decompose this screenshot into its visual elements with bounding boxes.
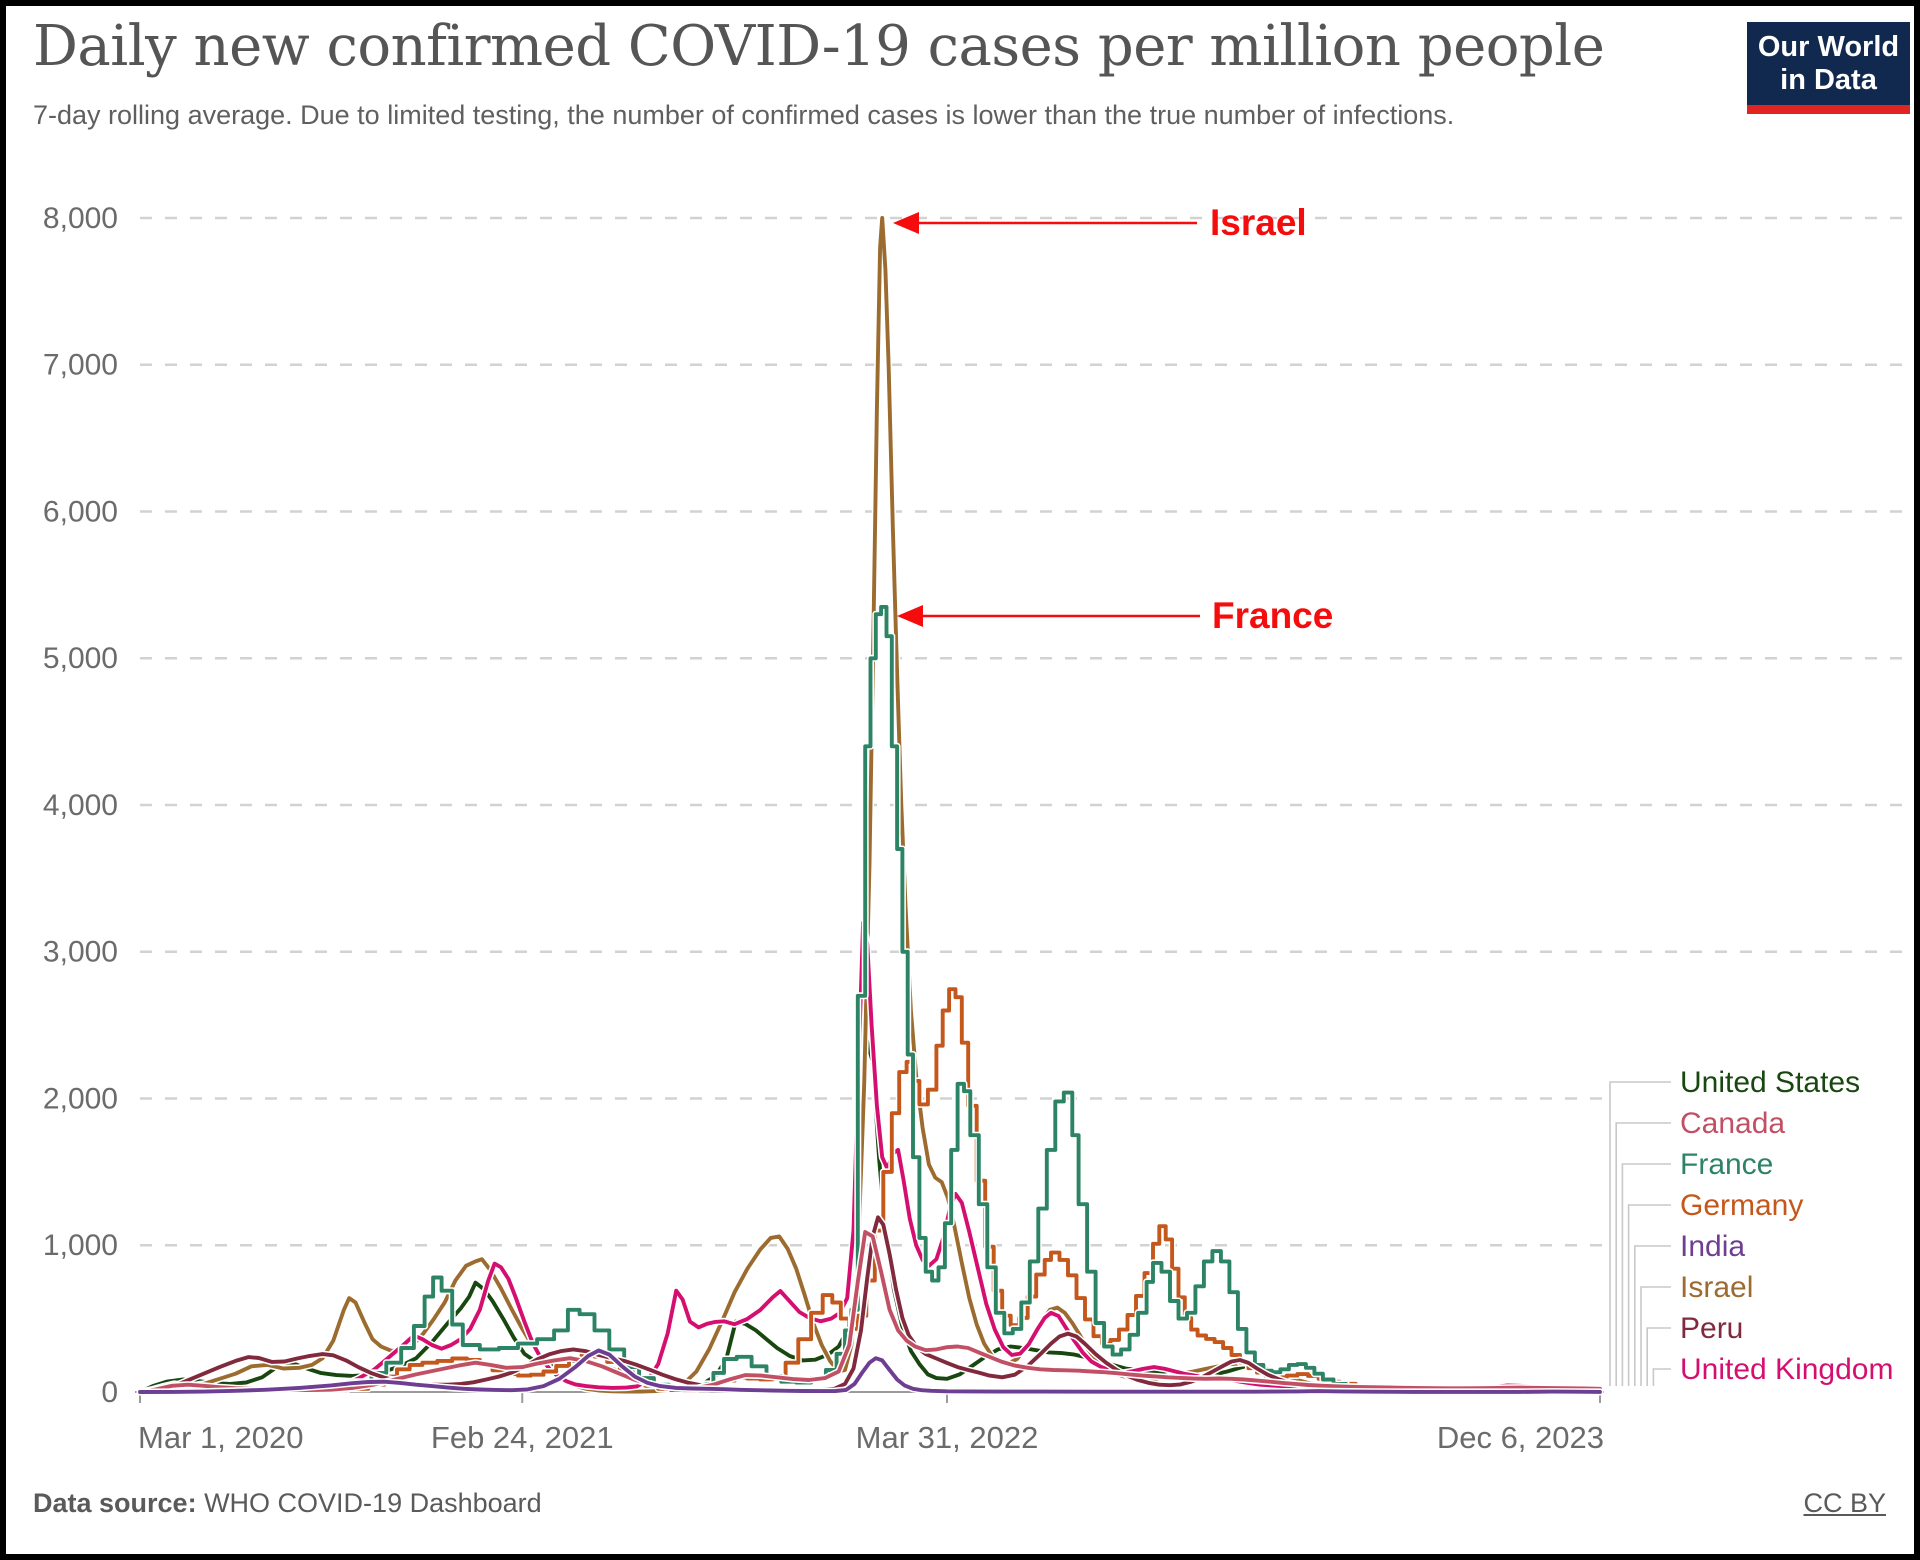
owid-logo-line2: in Data (1780, 63, 1877, 96)
y-tick-label: 3,000 (43, 936, 118, 969)
y-tick-label: 1,000 (43, 1229, 118, 1262)
owid-logo-line1: Our World (1757, 31, 1900, 64)
y-tick-label: 0 (101, 1376, 118, 1409)
x-tick-label: Mar 1, 2020 (138, 1420, 303, 1455)
annotation-arrowhead-France (897, 605, 923, 627)
legend-label-Canada[interactable]: Canada (1680, 1107, 1785, 1140)
series-line-Canada[interactable] (138, 1230, 1602, 1394)
annotation-label-France: France (1212, 595, 1333, 636)
axes: 0 1,000 2,000 3,000 4,000 5,000 6,000 7,000 8,00… (43, 202, 1604, 1455)
series-lines[interactable] (136, 214, 1604, 1396)
gridlines (140, 216, 1906, 1247)
legend-label-France[interactable]: France (1680, 1148, 1773, 1181)
legend-leader-Peru (1646, 1327, 1671, 1386)
annotations: Israel France (893, 202, 1333, 636)
data-source-note: Data source: WHO COVID-19 Dashboard (33, 1488, 542, 1519)
series-line-United States[interactable] (138, 1036, 1602, 1394)
legend-leader-Canada (1615, 1122, 1671, 1386)
legend-leader-France (1621, 1163, 1671, 1386)
annotation-label-Israel: Israel (1210, 202, 1307, 243)
legend-label-Germany[interactable]: Germany (1680, 1189, 1803, 1222)
legend-label-Peru[interactable]: Peru (1680, 1312, 1743, 1345)
x-tick-label: Dec 6, 2023 (1437, 1420, 1604, 1455)
x-tick-label: Mar 31, 2022 (856, 1420, 1039, 1455)
y-tick-label: 7,000 (43, 349, 118, 382)
y-tick-label: 5,000 (43, 642, 118, 675)
owid-logo[interactable]: Our World in Data (1747, 22, 1910, 114)
y-tick-label: 4,000 (43, 789, 118, 822)
legend-label-United States[interactable]: United States (1680, 1066, 1860, 1099)
data-source-label: Data source: (33, 1488, 197, 1518)
legend-leader-Israel (1640, 1286, 1671, 1386)
y-tick-label: 6,000 (43, 495, 118, 528)
legend-leader-Germany (1627, 1204, 1671, 1386)
legend-leader-United States (1609, 1081, 1671, 1386)
license-link[interactable]: CC BY (1803, 1488, 1886, 1518)
series-line-France[interactable] (138, 604, 1602, 1394)
data-source-value: WHO COVID-19 Dashboard (196, 1488, 542, 1518)
page-subtitle: 7-day rolling average. Due to limited te… (33, 100, 1455, 130)
legend-leader-India (1634, 1245, 1671, 1386)
x-tick-label: Feb 24, 2021 (431, 1420, 614, 1455)
series-line-United Kingdom[interactable] (138, 920, 1602, 1394)
legend-leader-United Kingdom (1652, 1368, 1671, 1386)
annotation-arrowhead-Israel (893, 212, 919, 234)
series-casing-United States (136, 1034, 1604, 1396)
legend-label-India[interactable]: India (1680, 1230, 1745, 1263)
series-line-India[interactable] (138, 1348, 1602, 1394)
legend-label-United Kingdom[interactable]: United Kingdom (1680, 1353, 1893, 1386)
page-title: Daily new confirmed COVID-19 cases per m… (33, 14, 1605, 79)
series-line-Israel[interactable] (138, 216, 1602, 1394)
legend-leader-lines (1609, 1081, 1671, 1386)
y-tick-label: 2,000 (43, 1082, 118, 1115)
legend[interactable]: United States Canada France Germany India Isr… (1680, 1066, 1893, 1386)
legend-label-Israel[interactable]: Israel (1680, 1271, 1753, 1304)
y-tick-label: 8,000 (43, 202, 118, 235)
